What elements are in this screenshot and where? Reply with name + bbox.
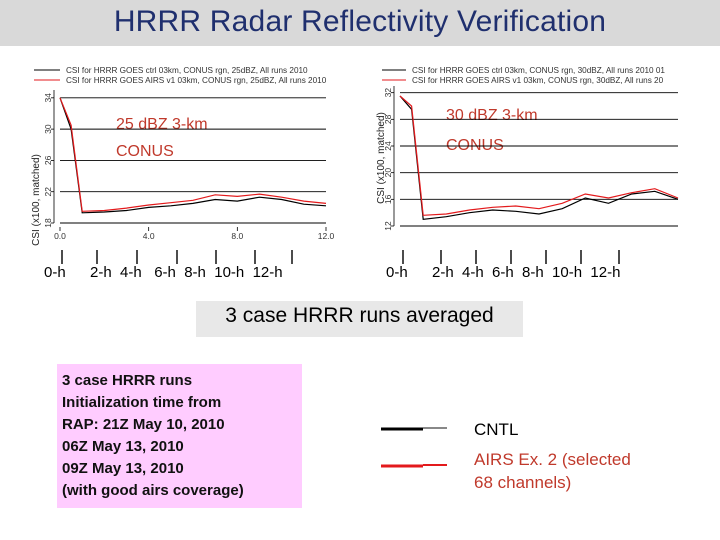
series-key: [381, 427, 447, 468]
legend-entry-ctrl: CSI for HRRR GOES ctrl 03km, CONUS rgn, …: [412, 66, 665, 75]
legend-entry-ctrl: CSI for HRRR GOES ctrl 03km, CONUS rgn, …: [66, 66, 308, 75]
page-title: HRRR Radar Reflectivity Verification: [113, 5, 607, 38]
hour-label-0h: 0-h: [386, 264, 408, 281]
y-tick-label: 32: [383, 88, 393, 98]
subtitle: 3 case HRRR runs averaged: [225, 304, 494, 327]
legend-entry-airs: CSI for HRRR GOES AIRS v1 03km, CONUS rg…: [66, 76, 327, 85]
hour-label-row: 2-h 4-h 6-h 8-h 10-h 12-h: [432, 264, 621, 281]
y-tick-label: 30: [43, 124, 53, 134]
y-tick-label: 28: [383, 114, 393, 124]
panel-label-line2: CONUS: [116, 143, 174, 160]
series-line-airs: [399, 95, 679, 216]
x-tick-label: 8.0: [231, 231, 243, 241]
y-tick-label: 24: [383, 141, 393, 151]
key-label-airs: AIRS Ex. 2 (selected: [474, 450, 631, 469]
series-line-airs: [59, 97, 327, 212]
legend-entry-airs: CSI for HRRR GOES AIRS v1 03km, CONUS rg…: [412, 76, 664, 85]
panel-label-line1: 30 dBZ 3-km: [446, 107, 538, 124]
y-tick-label: 34: [43, 93, 53, 103]
y-tick-label: 20: [383, 168, 393, 178]
y-axis-label: CSI (x100, matched): [376, 112, 387, 204]
x-tick-label: 12.0: [318, 231, 335, 241]
info-line: 06Z May 13, 2010: [62, 438, 184, 455]
hour-tick-marks: [61, 250, 620, 264]
plot-area: 18 22 26 30 34 0.0 4.0 8.0 12.0: [43, 90, 335, 241]
chart-legend: CSI for HRRR GOES ctrl 03km, CONUS rgn, …: [382, 66, 665, 85]
y-tick-label: 16: [383, 194, 393, 204]
info-line: Initialization time from: [62, 394, 222, 411]
chart-legend: CSI for HRRR GOES ctrl 03km, CONUS rgn, …: [34, 66, 327, 85]
info-line: 09Z May 13, 2010: [62, 460, 184, 477]
info-box: [57, 364, 302, 508]
panel-label-line1: 25 dBZ 3-km: [116, 116, 208, 133]
y-tick-label: 26: [43, 155, 53, 165]
info-line: 3 case HRRR runs: [62, 372, 193, 389]
panel-label-line2: CONUS: [446, 137, 504, 154]
subtitle-box: [196, 301, 523, 337]
y-axis-label: CSI (x100, matched): [31, 154, 42, 246]
x-tick-label: 0.0: [54, 231, 66, 241]
key-label-airs-2: 68 channels): [474, 473, 572, 492]
hour-label-0h: 0-h: [44, 264, 66, 281]
chart-25dbz: CSI for HRRR GOES ctrl 03km, CONUS rgn, …: [31, 66, 335, 246]
plot-area: 12 16 20 24 28 32: [383, 86, 679, 231]
x-tick-label: 4.0: [143, 231, 155, 241]
key-label-cntl: CNTL: [474, 420, 519, 439]
info-line: (with good airs coverage): [62, 482, 244, 499]
y-tick-label: 18: [43, 218, 53, 228]
info-line: RAP: 21Z May 10, 2010: [62, 416, 225, 433]
series-line-ctrl: [59, 97, 327, 214]
y-tick-label: 12: [383, 221, 393, 231]
chart-30dbz: CSI for HRRR GOES ctrl 03km, CONUS rgn, …: [376, 66, 679, 231]
title-bar: [0, 0, 720, 46]
hour-label-row: 2-h 4-h 6-h 8-h 10-h 12-h: [90, 264, 283, 281]
series-line-ctrl: [399, 95, 679, 220]
y-tick-label: 22: [43, 187, 53, 197]
